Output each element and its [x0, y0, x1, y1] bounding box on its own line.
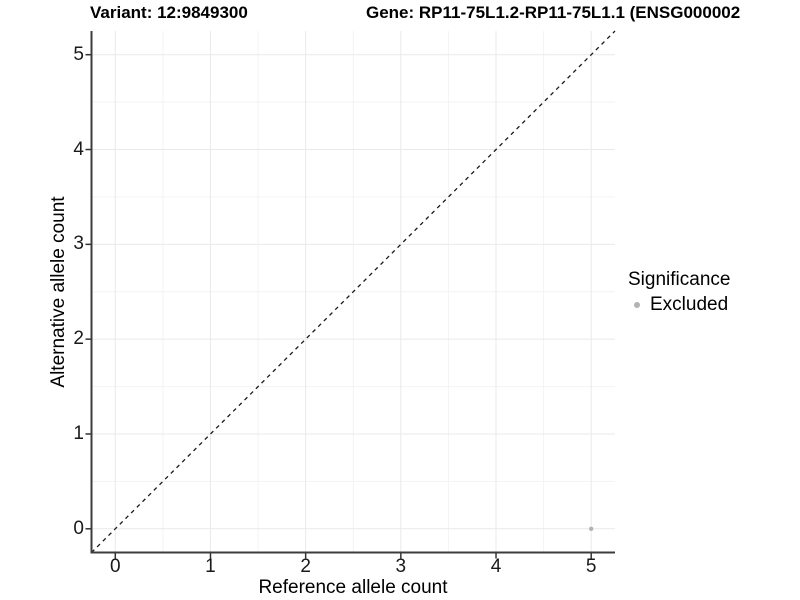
x-tick-label: 0: [109, 556, 121, 577]
y-tick-label: 3: [73, 233, 84, 255]
data-point: [589, 526, 594, 531]
variant-title: Variant: 12:9849300: [90, 3, 248, 22]
x-tick-label: 3: [395, 556, 407, 577]
x-tick-label: 2: [300, 556, 311, 577]
y-tick-label: 5: [73, 43, 84, 65]
gene-title: Gene: RP11-75L1.2-RP11-75L1.1 (ENSG00000…: [366, 3, 741, 22]
identity-line: [91, 30, 616, 553]
legend-item-label: Excluded: [650, 294, 729, 315]
legend-title: Significance: [628, 269, 731, 290]
y-tick-label: 4: [73, 138, 84, 160]
y-tick-label: 2: [73, 328, 84, 350]
x-axis-title: Reference allele count: [258, 577, 448, 598]
legend-key-dot-icon: [628, 296, 646, 314]
y-axis-title: Alternative allele count: [48, 196, 69, 388]
legend: Significance Excluded: [628, 269, 730, 316]
legend-items: Excluded: [628, 294, 730, 316]
y-tick-label: 0: [73, 517, 84, 539]
legend-item: Excluded: [628, 294, 730, 316]
x-tick-label: 5: [585, 556, 597, 577]
x-tick-label: 4: [490, 556, 502, 577]
x-tick-label: 1: [205, 556, 216, 577]
y-tick-label: 1: [73, 422, 84, 444]
